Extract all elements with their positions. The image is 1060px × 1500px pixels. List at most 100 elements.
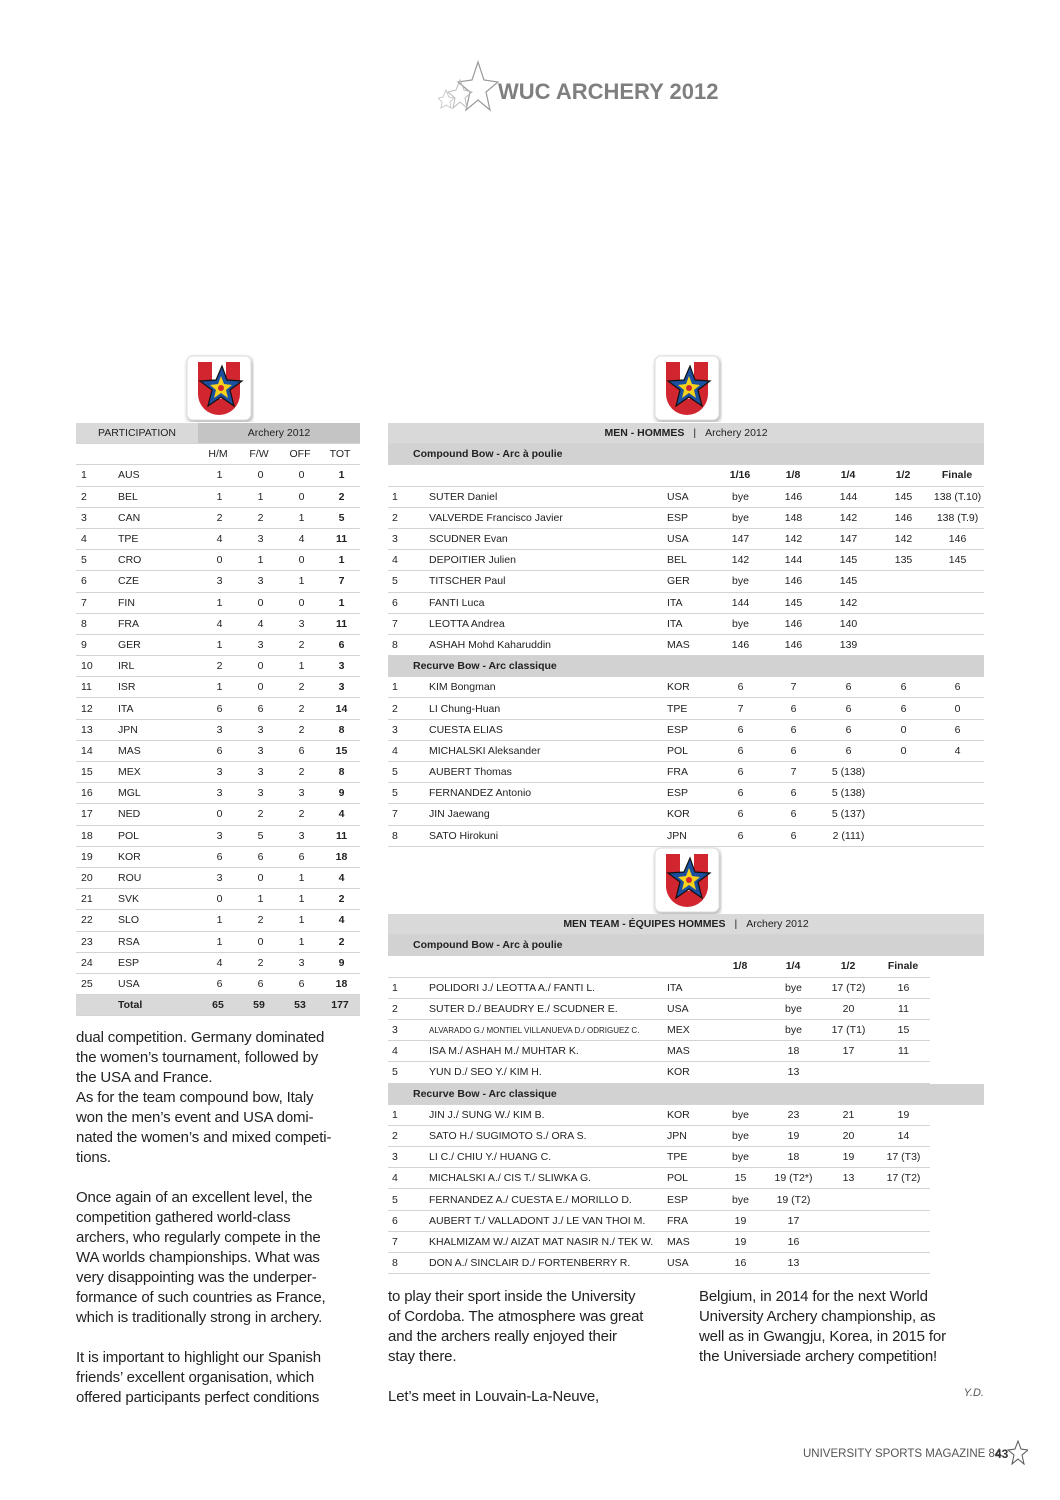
cell: 6 [388,592,426,614]
cell: 142 [820,507,876,529]
row: 21 SVK 0 1 1 2 [76,888,361,911]
cell: 9 [320,782,361,805]
cell: VALVERDE Francisco Javier [426,507,664,529]
cell: 2 [320,888,361,911]
cell: bye [714,1146,766,1169]
cell [876,570,930,593]
cell [820,1231,876,1254]
cell: 6 [198,740,239,763]
cell: 1 [320,549,361,572]
cell: 15 [76,761,110,784]
cell: 0 [280,486,321,508]
text-line: the USA and France. [76,1069,213,1086]
cell: 19 (T2) [766,1188,820,1211]
table: MEN - HOMMES | Archery 2012 Compound Bow - … [388,423,985,847]
cell: 0 [238,464,281,487]
column-header: Finale [930,464,985,487]
cell: JIN Jaewang [426,803,664,826]
row: 9 GER 1 3 2 6 [76,634,361,657]
cell: 17 [76,803,110,826]
cell: USA [110,973,199,996]
text-line: stay there. [388,1348,457,1365]
cell: 20 [820,998,876,1020]
cell [876,634,930,657]
cell: 3 [238,782,281,805]
header-row: MEN - HOMMES | Archery 2012 [388,423,985,445]
cell: 16 [876,977,930,999]
cell: 1 [280,888,321,911]
cell: FRA [664,1210,714,1232]
cell: FIN [110,592,199,614]
cell: 3 [198,782,239,805]
cell: 11 [876,998,930,1020]
cell: 3 [238,740,281,763]
cell: 11 [320,613,361,635]
row: 3 SCUDNER Evan USA 147 142 147 142 146 [388,528,985,551]
cell: 17 (T2) [820,977,876,999]
cell [388,955,426,978]
row: 23 RSA 1 0 1 2 [76,931,361,953]
cell: 19 (T2*) [766,1167,820,1190]
column-header: OFF [280,443,321,466]
cell: MAS [664,634,714,657]
text-line: As for the team compound bow, Italy [76,1089,314,1106]
row: 1 SUTER Daniel USA bye 146 144 145 138 (T.10) [388,486,985,508]
cell: 0 [238,676,281,699]
text-line: well as in Gwangju, Korea, in 2015 for [699,1328,946,1345]
cell: MAS [664,1231,714,1254]
signature: Y.D. [963,1387,984,1399]
separator: | [734,918,738,931]
cell: 19 [714,1210,766,1232]
cell: 0 [238,592,281,614]
section-title: Recurve Bow - Arc classique [388,655,985,678]
cell [664,955,714,978]
cell: JIN J./ SUNG W./ KIM B. [426,1104,664,1126]
cell: JPN [110,719,199,741]
cell: 6 [714,719,766,741]
cell: 4 [388,1040,426,1063]
cell [820,1252,876,1275]
cell: 1 [198,909,239,932]
cell: 0 [930,697,985,720]
text-line: of Cordoba. The atmosphere was great [388,1308,644,1325]
row: 5 CRO 0 1 0 1 [76,549,361,572]
row: 19 KOR 6 6 6 18 [76,846,361,868]
cell: MEX [664,1019,714,1042]
logo [652,354,722,427]
cell: 9 [320,952,361,974]
paragraph: dual competition. Germany dominated the w… [76,1028,376,1168]
table-subtitle: Archery 2012 [746,918,809,931]
cell: 21 [76,888,110,911]
cell: 19 [876,1104,930,1126]
cell: ROU [110,867,199,890]
row: 16 MGL 3 3 3 9 [76,782,361,805]
cell: 4 [280,528,321,551]
cell: POL [110,825,199,847]
cell: 1 [198,634,239,657]
cell: 11 [76,676,110,699]
cell: 13 [766,1061,820,1084]
cell: 16 [76,782,110,805]
cell: 2 [280,697,321,720]
cell: 16 [714,1252,766,1275]
cell: 9 [76,634,110,657]
row: 18 POL 3 5 3 11 [76,825,361,847]
row: 2 SUTER D./ BEAUDRY E./ SCUDNER E. USA bye 2… [388,998,984,1020]
cell: ITA [664,613,714,635]
row: 4 DEPOITIER Julien BEL 142 144 145 135 145 [388,549,985,572]
column-row: 1/8 1/4 1/2 Finale [388,955,984,978]
text-line: tions. [76,1149,111,1166]
cell: 1 [198,676,239,699]
cell: JPN [664,1125,714,1148]
section-row: Compound Bow - Arc à poulie [388,934,984,957]
cell: KHALMIZAM W./ AIZAT MAT NASIR N./ TEK W. [426,1231,664,1254]
cell: 6 [76,570,110,593]
cell: 6 [238,846,281,868]
cell: 2 [280,803,321,826]
cell: FERNANDEZ A./ CUESTA E./ MORILLO D. [426,1188,664,1211]
cell: FERNANDEZ Antonio [426,782,664,805]
cell: CRO [110,549,199,572]
row: 2 BEL 1 1 0 2 [76,486,361,508]
row: 22 SLO 1 2 1 4 [76,909,361,932]
cell: KIM Bongman [426,676,664,699]
